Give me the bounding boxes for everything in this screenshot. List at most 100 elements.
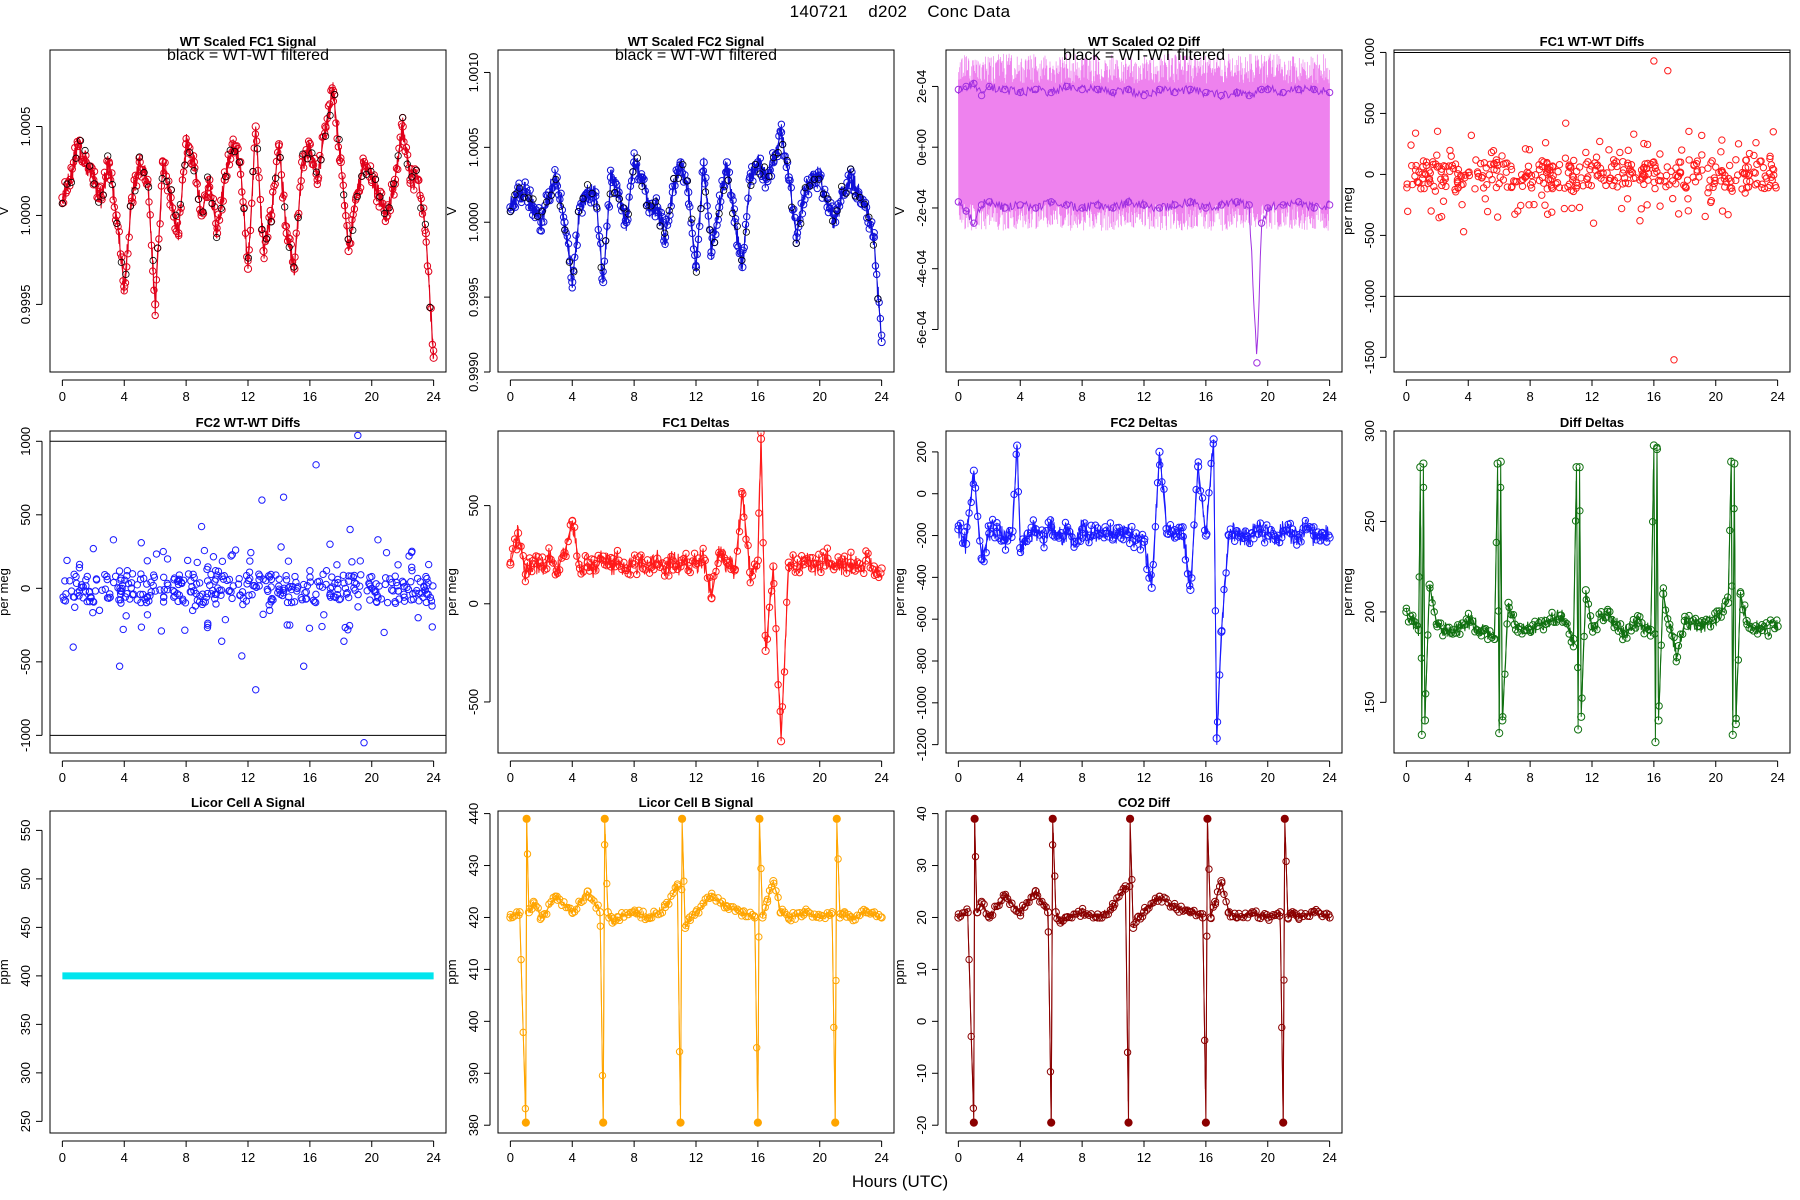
- data-point: [1403, 207, 1412, 216]
- data-point: [252, 583, 261, 591]
- y-tick-label: 30: [914, 858, 929, 872]
- data-point: [1597, 607, 1605, 616]
- filtered-point: [340, 191, 348, 199]
- filtered-point: [217, 204, 225, 212]
- data-point: [962, 207, 970, 215]
- data-point: [523, 850, 532, 858]
- y-tick-label: -10: [914, 1064, 929, 1083]
- data-point: [1217, 91, 1226, 100]
- data-point: [1116, 527, 1125, 536]
- data-point: [1581, 586, 1590, 595]
- data-point: [103, 572, 111, 581]
- y-tick-label: 440: [466, 803, 481, 825]
- data-point: [1245, 91, 1253, 100]
- data-point: [1224, 908, 1234, 917]
- data-point: [776, 707, 784, 716]
- data-point: [264, 233, 272, 241]
- y-tick-label: 500: [1362, 103, 1377, 125]
- data-point: [348, 216, 356, 224]
- data-point: [106, 176, 115, 184]
- data-point: [718, 549, 727, 557]
- x-tick-label: 4: [1017, 389, 1024, 404]
- data-point: [1573, 725, 1583, 734]
- data-point: [305, 140, 314, 149]
- y-tick-label: 400: [466, 1010, 481, 1032]
- data-point: [755, 814, 764, 823]
- y-axis-title: V: [892, 206, 907, 215]
- data-point: [250, 144, 258, 152]
- data-point: [395, 144, 403, 152]
- data-point: [1624, 146, 1632, 155]
- data-point: [625, 193, 633, 201]
- data-point: [1725, 161, 1734, 170]
- data-point: [1163, 529, 1172, 538]
- series-line: [509, 432, 883, 735]
- data-point: [234, 580, 243, 588]
- data-point: [591, 188, 600, 197]
- data-point: [686, 568, 694, 577]
- data-point: [587, 199, 595, 207]
- data-point: [1579, 182, 1587, 190]
- data-point: [268, 594, 276, 603]
- data-point: [391, 597, 399, 606]
- data-point: [815, 560, 824, 569]
- data-point: [609, 914, 617, 923]
- data-point: [618, 565, 626, 574]
- x-tick-label: 16: [751, 389, 765, 404]
- x-tick-label: 4: [1465, 389, 1472, 404]
- data-point: [954, 522, 963, 530]
- data-point: [252, 137, 261, 145]
- x-tick-label: 12: [1137, 770, 1151, 785]
- data-point: [1008, 533, 1016, 541]
- data-point: [1258, 912, 1267, 920]
- data-point: [1433, 151, 1441, 159]
- filtered-point: [90, 180, 98, 188]
- y-tick-label: -2e-04: [914, 189, 929, 227]
- data-point: [847, 548, 855, 556]
- data-point: [606, 173, 616, 182]
- data-point: [1181, 556, 1190, 564]
- data-point: [702, 173, 710, 182]
- data-point: [1521, 145, 1530, 153]
- y-tick-label: -1000: [914, 686, 929, 719]
- data-point: [862, 556, 871, 565]
- y-tick-label: 1.0000: [18, 196, 33, 236]
- data-point: [1203, 932, 1211, 940]
- data-point: [1657, 641, 1665, 649]
- data-point: [170, 588, 179, 596]
- data-point: [1016, 543, 1025, 553]
- data-point: [1186, 198, 1195, 206]
- data-point: [784, 173, 793, 182]
- data-point: [200, 546, 209, 555]
- data-point: [125, 233, 133, 241]
- x-tick-label: 8: [1079, 1150, 1086, 1165]
- data-point: [238, 188, 246, 196]
- data-point: [1271, 535, 1280, 544]
- data-point: [1526, 625, 1535, 635]
- data-point: [806, 909, 814, 917]
- data-point: [1638, 619, 1646, 627]
- data-point: [971, 852, 980, 861]
- data-point: [1543, 167, 1552, 175]
- data-point: [1439, 632, 1447, 640]
- data-point: [356, 184, 365, 192]
- data-point: [1651, 738, 1660, 747]
- data-point: [122, 612, 130, 620]
- y-axis-title: per meg: [444, 568, 459, 616]
- data-point: [259, 610, 267, 619]
- filtered-point: [765, 172, 773, 181]
- data-point: [265, 601, 273, 609]
- data-point: [1255, 525, 1265, 534]
- data-point: [75, 587, 84, 595]
- data-point: [191, 164, 199, 172]
- data-point: [1642, 624, 1650, 632]
- y-axis-title: ppm: [892, 959, 907, 984]
- data-point: [1016, 201, 1024, 209]
- data-point: [338, 172, 346, 180]
- data-point: [1032, 85, 1040, 94]
- data-point: [969, 1104, 978, 1112]
- data-point: [675, 1047, 684, 1056]
- data-point: [1153, 897, 1162, 905]
- filtered-point: [860, 200, 868, 208]
